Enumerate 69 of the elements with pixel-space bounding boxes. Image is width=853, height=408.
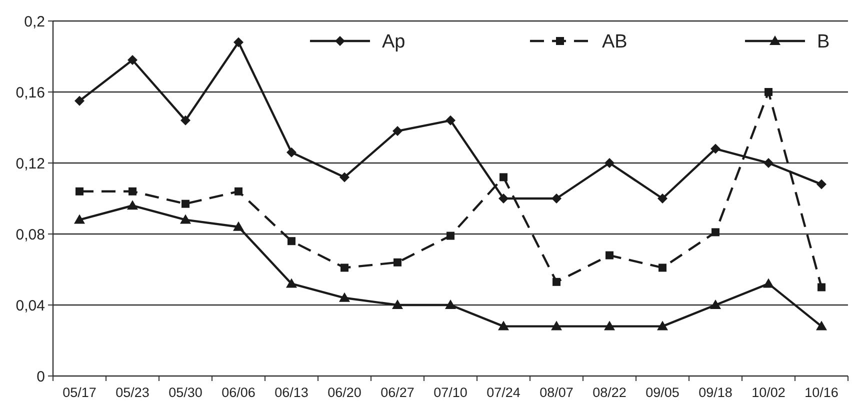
point [658, 264, 666, 272]
x-tick-label: 05/30 [168, 385, 202, 400]
point [180, 115, 190, 126]
point [764, 88, 772, 96]
x-tick-label: 05/17 [62, 385, 96, 400]
y-tick-label: 0,16 [16, 84, 45, 102]
y-tick-label: 0,12 [16, 155, 45, 172]
point [286, 278, 297, 288]
x-tick-label: 10/16 [804, 385, 838, 400]
x-tick-label: 06/13 [274, 385, 308, 400]
x-tick-label: 05/23 [116, 385, 150, 400]
y-tick-label: 0 [36, 368, 45, 386]
point [445, 300, 456, 309]
point [128, 55, 138, 66]
point [657, 320, 668, 330]
x-tick-label: 09/18 [698, 385, 732, 400]
point [446, 115, 456, 126]
point [180, 214, 191, 224]
point [182, 200, 190, 208]
x-tick-label: 08/22 [592, 385, 626, 400]
x-tick-label: 06/20 [328, 385, 362, 400]
point [128, 187, 136, 196]
point [712, 228, 720, 236]
point [604, 158, 614, 168]
point [816, 320, 827, 330]
point [500, 173, 508, 182]
x-tick-label: 07/10 [434, 385, 468, 400]
point [392, 126, 402, 136]
point [816, 179, 826, 190]
legend-label: B [817, 32, 830, 53]
x-tick-label: 08/07 [540, 385, 574, 400]
point [286, 147, 296, 158]
point [710, 144, 720, 154]
point [233, 221, 244, 231]
point [446, 232, 454, 240]
y-tick-label: 0,2 [24, 13, 45, 30]
point [74, 214, 85, 224]
point [339, 292, 350, 302]
point [340, 264, 348, 272]
point [498, 194, 508, 204]
point [552, 194, 562, 204]
x-tick-label: 09/05 [646, 385, 680, 400]
point [127, 200, 138, 210]
point [551, 320, 562, 330]
point [74, 96, 84, 106]
x-tick-label: 06/06 [222, 385, 256, 400]
point [763, 278, 774, 288]
point [288, 237, 296, 246]
y-tick-label: 0,08 [16, 226, 45, 244]
point [604, 320, 615, 330]
point [234, 37, 244, 48]
x-tick-label: 07/24 [486, 385, 521, 400]
x-tick-label: 06/27 [380, 385, 414, 400]
point [392, 300, 403, 309]
y-tick-label: 0,04 [16, 297, 45, 314]
point [710, 300, 721, 309]
legend-label: Ap [382, 32, 406, 53]
point [76, 187, 84, 196]
point [552, 278, 560, 286]
point [764, 158, 774, 168]
x-tick-label: 10/02 [752, 385, 786, 400]
point [234, 187, 242, 196]
point [658, 194, 668, 204]
point [606, 251, 614, 260]
legend-label: AB [602, 32, 628, 53]
point [498, 320, 509, 330]
point [394, 258, 402, 266]
point [818, 283, 826, 292]
point [340, 172, 350, 182]
